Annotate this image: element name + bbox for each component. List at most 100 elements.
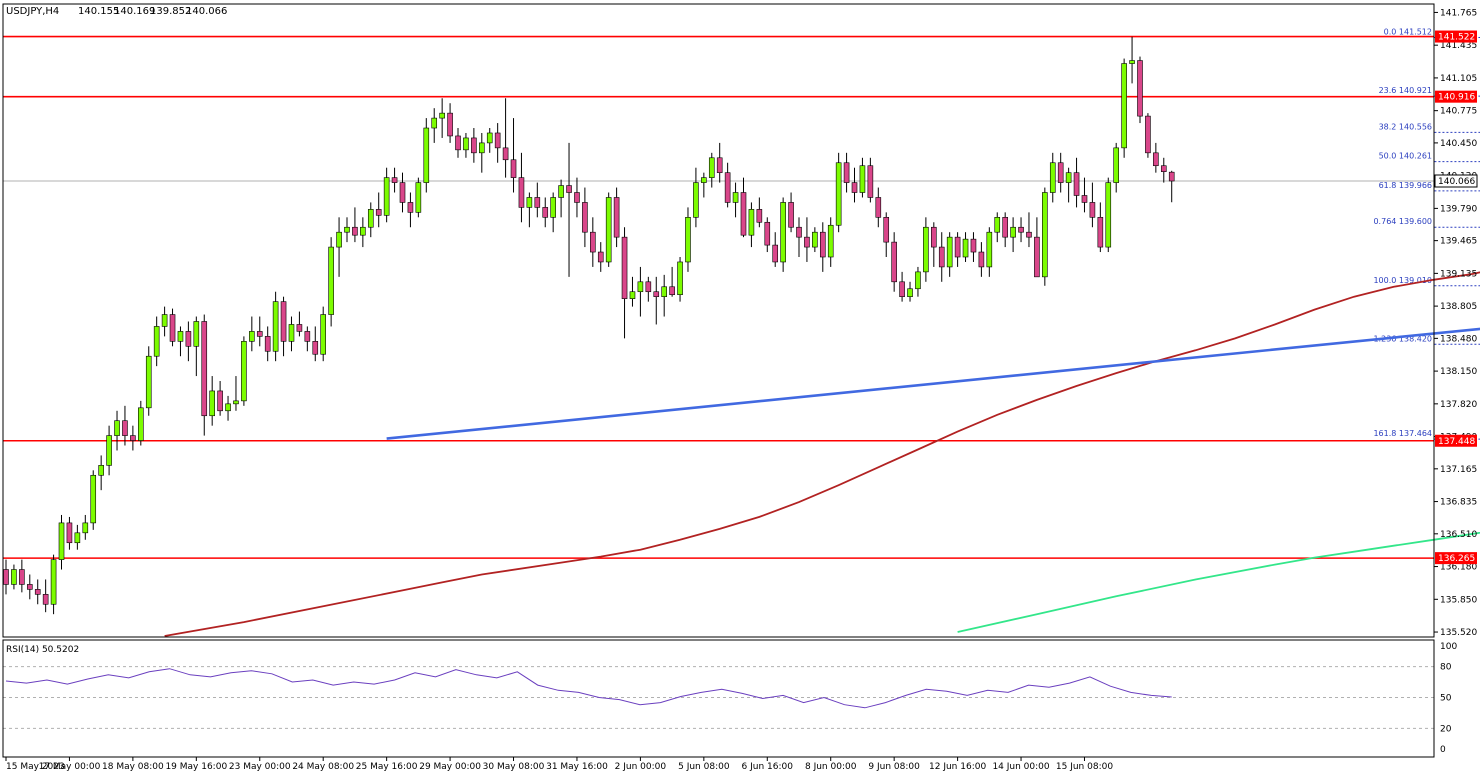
candle-bull (177, 331, 184, 342)
candle-bear (764, 221, 771, 246)
candle-bear (883, 217, 890, 243)
candle-bear (1026, 231, 1032, 238)
main-plot-frame (2, 3, 1435, 638)
candle-bull (336, 231, 342, 248)
price-tag (1434, 174, 1478, 188)
candle-bull (241, 341, 247, 402)
y-tick-label: 140.775 (1440, 107, 1477, 117)
y-tick-label: 141.765 (1440, 8, 1477, 18)
y-tick-label: 139.465 (1440, 237, 1477, 247)
candle-bear (756, 209, 763, 223)
candle-bear (19, 569, 25, 585)
y-tick-label: 136.510 (1440, 530, 1477, 540)
candle-bull (478, 142, 485, 154)
fib-level-label: 161.8 137.464 (1373, 429, 1432, 438)
candle-bear (1057, 162, 1064, 183)
candle-bull (328, 246, 334, 315)
candle-bull (50, 559, 57, 605)
candle-bull (11, 569, 17, 585)
candle-bull (145, 355, 152, 409)
candle-bear (534, 197, 541, 208)
candle-bear (899, 281, 905, 297)
candle-bear (590, 231, 596, 253)
candle-bull (1010, 226, 1016, 238)
candle-bear (724, 172, 731, 203)
fib-level-label: 61.8 139.966 (1379, 181, 1432, 190)
candle-bear (819, 231, 826, 258)
y-tick-label: 135.520 (1440, 628, 1477, 638)
candle-bull (90, 474, 97, 524)
candle-bull (994, 217, 1001, 233)
fib-level-label: 1.236 138.420 (1373, 334, 1432, 343)
candle-bull (558, 185, 564, 198)
y-tick-label: 140.450 (1440, 139, 1477, 149)
candle-bull (360, 226, 366, 236)
candle-bear (621, 236, 628, 299)
candle-bull (320, 314, 327, 355)
chart-header-symbol: USDJPY,H4 (6, 6, 59, 17)
candle-bear (510, 159, 517, 178)
x-tick-label: 5 Jun 08:00 (678, 762, 730, 772)
x-tick-label: 9 Jun 08:00 (868, 762, 920, 772)
candle-bull (550, 197, 556, 218)
x-tick-label: 31 May 16:00 (546, 762, 608, 772)
y-tick-label: 137.165 (1440, 465, 1477, 475)
candle-bear (843, 162, 850, 183)
fib-level-label: 0.0 141.512 (1384, 28, 1432, 37)
candle-bear (566, 185, 572, 193)
candle-bear (597, 251, 604, 263)
candle-bear (1160, 165, 1167, 172)
candle-bear (1137, 60, 1143, 117)
candle-bear (851, 182, 858, 193)
candle-bull (812, 231, 818, 248)
candle-bear (26, 584, 33, 590)
candle-bull (685, 217, 691, 263)
candle-bull (209, 390, 215, 417)
candle-bear (502, 147, 509, 161)
price-tag (1435, 434, 1477, 447)
rsi-tick-label: 50 (1440, 694, 1452, 704)
fib-level-label: 100.0 139.010 (1373, 276, 1432, 285)
x-tick-label: 15 Jun 08:00 (1056, 762, 1113, 772)
y-tick-label: 141.435 (1440, 41, 1477, 51)
candle-bull (138, 407, 144, 441)
candle-bear (867, 165, 874, 198)
candle-bear (518, 177, 525, 208)
y-tick-label: 138.805 (1440, 302, 1477, 312)
moving-average-fast (164, 271, 1480, 637)
candle-bear (407, 202, 414, 213)
candle-bear (471, 137, 477, 154)
candle-bull (1121, 63, 1127, 149)
candle-bear (1073, 172, 1080, 196)
moving-average-slow (957, 531, 1480, 633)
candle-bear (653, 291, 660, 297)
candle-bull (439, 112, 445, 119)
candle-bear (970, 238, 977, 253)
candle-bull (367, 209, 374, 228)
candle-bull (661, 286, 667, 297)
candle-bull (288, 324, 295, 342)
candle-bear (542, 207, 549, 218)
candle-bull (82, 522, 89, 534)
candle-bull (1105, 182, 1112, 248)
candle-bull (233, 400, 239, 405)
candle-bull (629, 291, 636, 299)
candle-bull (915, 271, 921, 290)
candle-bear (455, 135, 461, 151)
candle-bull (708, 157, 715, 178)
candle-bull (780, 202, 786, 263)
candle-bull (106, 435, 112, 466)
candle-bull (463, 137, 469, 151)
candle-bear (740, 192, 747, 236)
candle-bull (986, 231, 993, 268)
fib-level-label: 0.764 139.600 (1373, 217, 1432, 226)
candle-bull (701, 177, 707, 183)
candle-bear (217, 390, 223, 412)
y-tick-label: 138.150 (1440, 367, 1477, 377)
candle-bull (1049, 162, 1056, 193)
candle-bull (1129, 60, 1135, 64)
candle-bear (130, 435, 136, 441)
candle-bear (978, 251, 985, 268)
candle-bear (304, 331, 311, 342)
